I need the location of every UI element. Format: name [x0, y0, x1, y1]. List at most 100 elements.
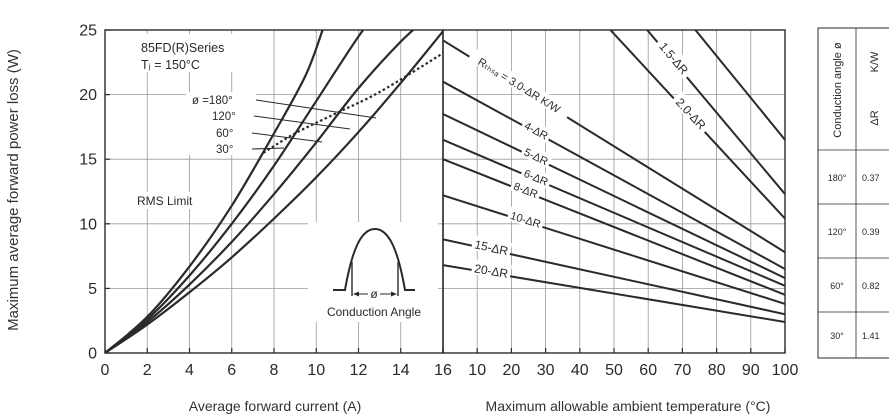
axis-ticks: 0 5 10 15 20 25 0 2 4 6 8 10 12 14 16 10 20 30 40 50 60 70 80 9… [79, 23, 798, 380]
thermal-label-bg-2 [670, 90, 713, 135]
label-30: 30° [216, 144, 233, 156]
thermal-label-group-2: 2.0-ΔR [670, 90, 713, 135]
left-curves [105, 30, 443, 353]
phi-bg [368, 286, 380, 299]
y-tick-label: 5 [88, 281, 97, 298]
x-axis-title-left: Average forward current (A) [189, 398, 361, 414]
y-tick-label: 25 [79, 23, 97, 40]
thermal-resistance-line-7 [443, 158, 785, 296]
leader-180 [255, 99, 377, 119]
thermal-resistance-line-6 [443, 138, 785, 287]
table-cell-value-120: 0.39 [862, 227, 880, 237]
y-axis-title: Maximum average forward power loss (W) [5, 49, 22, 331]
x-tick-label: 16 [434, 362, 452, 379]
x-axis-title-right: Maximum allowable ambient temperature (°… [486, 398, 771, 414]
rms-limit-label: RMS Limit [137, 194, 193, 208]
thermal-resistance-line-5 [443, 113, 785, 279]
junction-temperature: Tⱼ = 150°C [141, 58, 200, 72]
x-tick-label: 8 [270, 362, 279, 379]
thermal-resistance-line-1 [645, 30, 785, 195]
table-cell-angle-120: 120° [828, 227, 847, 237]
thermal-label-bg-10 [470, 259, 512, 281]
y-tick-label: 20 [79, 87, 97, 104]
thermal-label-bg-5 [519, 142, 554, 169]
rms-limit-line [262, 52, 443, 154]
x-tick-label: 12 [350, 362, 368, 379]
angle-labels-bg [186, 92, 256, 155]
power-loss-curve-3 [105, 30, 324, 353]
power-loss-curve-1 [105, 30, 415, 353]
y-tick-label: 10 [79, 216, 97, 233]
table-cell-value-30: 1.41 [862, 331, 880, 341]
power-loss-curve-0 [105, 30, 443, 353]
x-tick-label: 10 [307, 362, 325, 379]
thermal-label-group-3: Rₜₕₛₐ = 3.0-ΔR K/W [467, 48, 573, 121]
thermal-label-bg-6 [519, 164, 554, 189]
thermal-label-bg-4 [520, 116, 554, 144]
left-grid [104, 29, 444, 354]
table-header-angle: Conduction angle ø [832, 42, 844, 138]
thermal-label-bg-0 [637, 0, 678, 1]
thermal-label-10: 20-ΔR [473, 261, 509, 280]
thermal-resistance-line-0 [694, 30, 785, 141]
thermal-label-8: 10-ΔR [509, 210, 542, 231]
thermal-label-bg-7 [509, 176, 543, 202]
thermal-label-group-4: 4-ΔR [520, 116, 554, 144]
x-tick-label: 2 [143, 362, 152, 379]
conduction-angle-inset: ø Conduction Angle [308, 222, 438, 322]
half-sine-wave [333, 227, 415, 291]
thermal-table: Conduction angle ø K/W ΔR 180° 0.37 120°… [817, 27, 889, 359]
table-cell-value-180: 0.37 [862, 173, 880, 183]
thermal-label-9: 15-ΔR [473, 237, 510, 258]
x-tick-label: 6 [227, 362, 236, 379]
x-tick-label: 100 [772, 362, 799, 379]
x-tick-label: 14 [392, 362, 410, 379]
table-cell-value-60: 0.82 [862, 281, 880, 291]
thermal-label-group-8: 10-ΔR [506, 206, 546, 231]
phi-symbol: ø [370, 287, 378, 301]
rms-label-bg [133, 192, 209, 209]
thermal-resistance-line-8 [443, 194, 785, 305]
y-tick-label: 15 [79, 152, 97, 169]
thermal-resistance-line-2 [609, 30, 785, 220]
x-tick-label: 20 [503, 362, 521, 379]
thermal-label-group-5: 5-ΔR [519, 142, 554, 169]
label-120: 120° [212, 111, 236, 123]
x-tick-label: 70 [674, 362, 692, 379]
power-loss-curve-2 [105, 30, 365, 353]
x-tick-label: 50 [605, 362, 623, 379]
leader-30 [251, 147, 285, 150]
table-cell-angle-30: 30° [830, 331, 844, 341]
table-cell-angle-60: 60° [830, 281, 844, 291]
series-title: 85FD(R)Series [141, 41, 224, 55]
leader-120 [253, 115, 351, 130]
thermal-label-bg-9 [470, 234, 513, 258]
x-tick-label: 40 [571, 362, 589, 379]
thermal-label-bg-8 [506, 206, 546, 231]
x-tick-label: 30 [537, 362, 555, 379]
table-cell-angle-180: 180° [828, 173, 847, 183]
arrow-head-right [391, 291, 397, 297]
x-tick-label: 0 [101, 362, 110, 379]
y-tick-label: 0 [88, 346, 97, 363]
x-tick-label: 80 [708, 362, 726, 379]
label-60: 60° [216, 128, 233, 140]
table-header-dr: ΔR [869, 110, 881, 125]
x-tick-label: 90 [742, 362, 760, 379]
thermal-label-bg-3 [467, 48, 573, 121]
label-180: ø =180° [192, 95, 233, 107]
conduction-angle-label: Conduction Angle [327, 305, 421, 319]
thermal-label-group-10: 20-ΔR [470, 259, 512, 281]
x-tick-label: 10 [468, 362, 486, 379]
x-tick-label: 4 [185, 362, 194, 379]
thermal-label-bg-1 [654, 35, 696, 80]
table-header-kw: K/W [869, 51, 881, 72]
x-tick-label: 60 [639, 362, 657, 379]
thermal-resistance-line-4 [443, 80, 785, 270]
series-legend-box [106, 34, 238, 72]
inset-bg [308, 222, 438, 322]
arrow-head-left [353, 291, 359, 297]
angle-labels: ø =180° 120° 60° 30° [186, 92, 377, 156]
leader-60 [251, 132, 323, 143]
